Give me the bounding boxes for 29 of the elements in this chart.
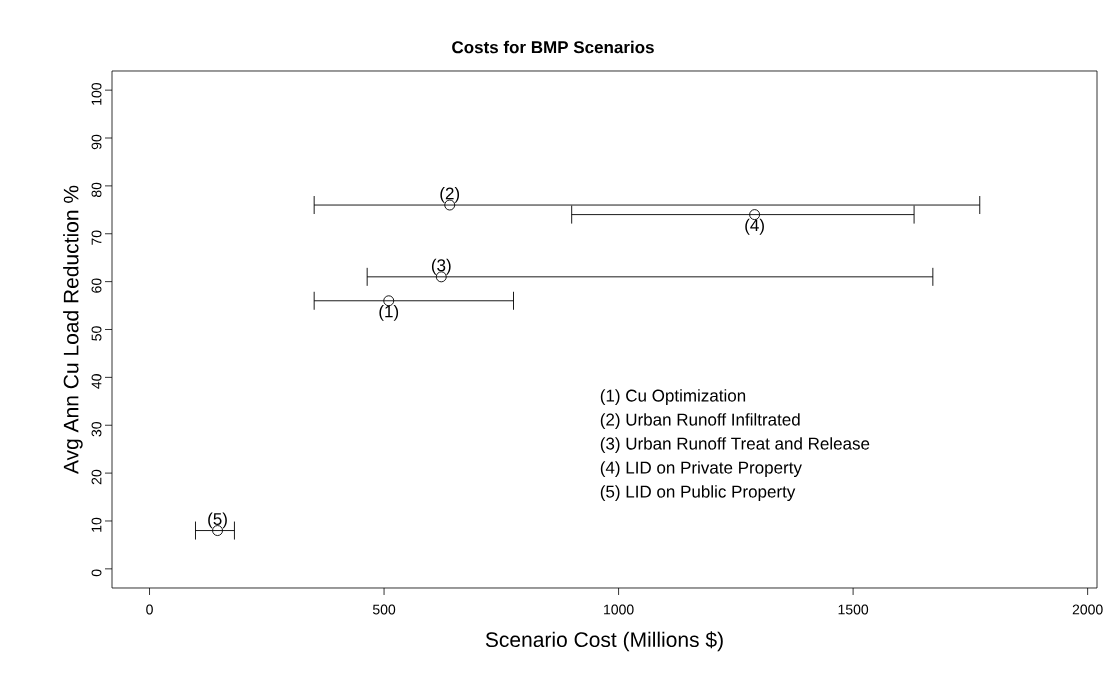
y-tick-label: 30 [91, 421, 102, 437]
y-tick-label: 10 [91, 517, 102, 532]
y-tick-label: 100 [91, 83, 102, 105]
x-tick-label: 500 [372, 604, 396, 615]
y-axis-title: Avg Ann Cu Load Reduction % [63, 185, 83, 475]
chart-title: Costs for BMP Scenarios [452, 40, 654, 54]
annotation: (1) Cu Optimization [600, 389, 746, 405]
y-tick-label: 50 [91, 326, 102, 341]
annotation: (4) [745, 218, 764, 235]
annotation: (3) [431, 258, 451, 275]
x-tick-label: 2000 [1072, 604, 1103, 615]
annotation: (2) [440, 187, 460, 203]
y-tick-label: 90 [91, 134, 102, 150]
y-tick-label: 0 [91, 569, 102, 577]
annotation: (3) Urban Runoff Treat and Release [600, 437, 870, 453]
x-tick-label: 0 [146, 604, 153, 615]
x-tick-label: 1000 [604, 604, 634, 615]
y-tick-label: 40 [91, 374, 102, 389]
annotation: (5) [208, 512, 227, 529]
annotation: (4) LID on Private Property [600, 461, 802, 477]
y-tick-label: 80 [91, 182, 102, 198]
x-axis-title: Scenario Cost (Millions $) [485, 631, 723, 652]
annotation: (5) LID on Public Property [600, 485, 796, 501]
x-tick-label: 1500 [838, 604, 869, 615]
annotation: (1) [379, 304, 399, 321]
y-tick-label: 70 [91, 230, 102, 245]
y-tick-label: 60 [91, 278, 102, 293]
y-tick-label: 20 [91, 469, 102, 485]
annotation: (2) Urban Runoff Infiltrated [600, 413, 800, 429]
